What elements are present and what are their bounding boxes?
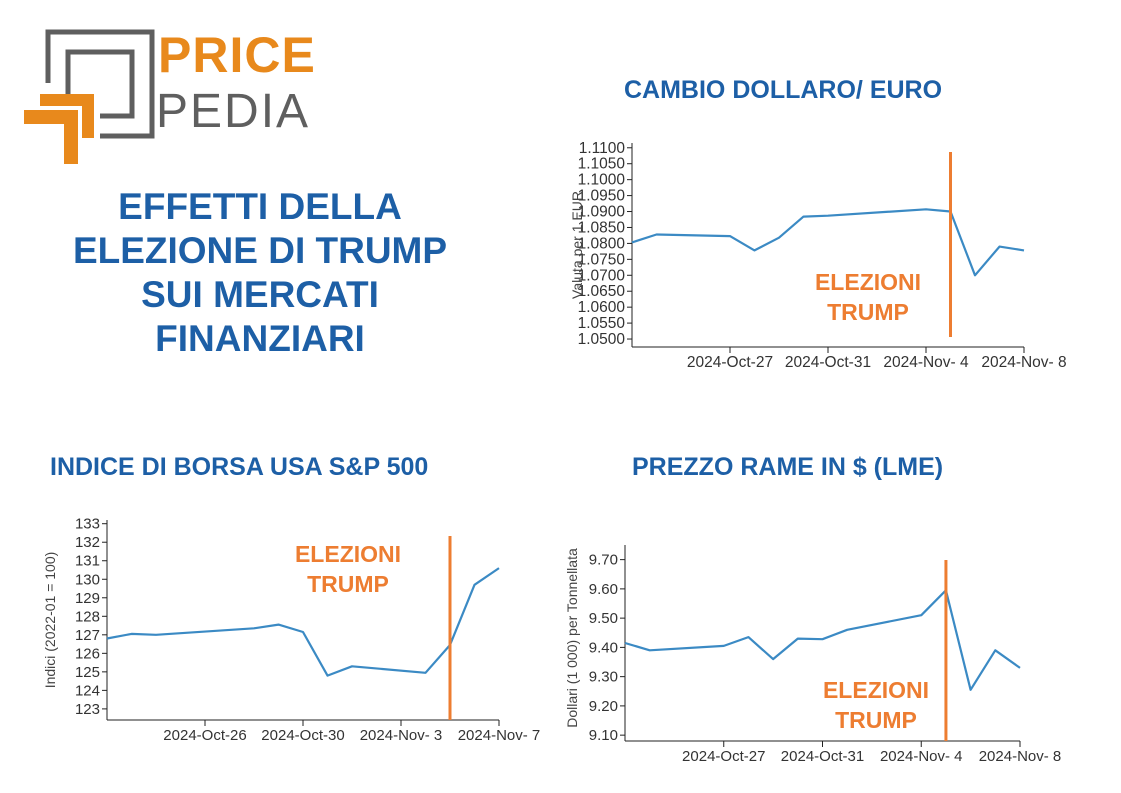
headline-line: SUI MERCATI — [141, 274, 379, 315]
y-tick-label: 9.70 — [589, 552, 618, 569]
y-tick-label: 9.50 — [589, 610, 618, 627]
x-tick-label: 2024-Nov- 7 — [458, 727, 541, 744]
y-tick-label: 123 — [75, 701, 100, 718]
x-tick-label: 2024-Nov- 4 — [883, 354, 969, 371]
y-axis-label: Dollari (1 000) per Tonnellata — [564, 548, 580, 728]
y-tick-label: 127 — [75, 627, 100, 644]
y-tick-label: 9.30 — [589, 669, 618, 686]
y-tick-label: 1.0950 — [578, 188, 626, 205]
y-tick-label: 1.0900 — [578, 204, 626, 221]
x-tick-label: 2024-Oct-27 — [682, 748, 765, 765]
y-tick-label: 130 — [75, 571, 100, 588]
y-tick-label: 126 — [75, 645, 100, 662]
y-tick-label: 9.40 — [589, 639, 618, 656]
y-tick-label: 9.10 — [589, 727, 618, 744]
y-tick-label: 1.0700 — [578, 267, 626, 284]
x-tick-label: 2024-Oct-31 — [785, 354, 871, 371]
y-tick-label: 1.0850 — [578, 219, 626, 236]
x-tick-label: 2024-Oct-30 — [261, 727, 344, 744]
x-tick-label: 2024-Oct-27 — [687, 354, 773, 371]
y-axis-label: Indici (2022-01 = 100) — [42, 552, 58, 689]
y-tick-label: 1.0600 — [578, 299, 626, 316]
election-marker-label: ELEZIONI — [823, 677, 929, 703]
series-line — [631, 208, 1025, 277]
election-marker-label: TRUMP — [307, 571, 389, 597]
y-tick-label: 1.0550 — [578, 315, 626, 332]
y-tick-label: 125 — [75, 664, 100, 681]
x-tick-label: 2024-Nov- 3 — [360, 727, 443, 744]
y-tick-label: 133 — [75, 516, 100, 533]
y-tick-label: 131 — [75, 553, 100, 570]
y-tick-label: 128 — [75, 608, 100, 625]
y-tick-label: 1.1100 — [579, 140, 626, 157]
x-tick-label: 2024-Nov- 4 — [880, 748, 963, 765]
y-tick-label: 124 — [75, 682, 100, 699]
headline-line: ELEZIONE DI TRUMP — [72, 230, 448, 271]
y-tick-label: 1.0750 — [578, 251, 626, 268]
x-tick-label: 2024-Oct-26 — [163, 727, 246, 744]
logo-word-pedia: PEDIA — [156, 85, 311, 138]
series-line — [624, 589, 1021, 691]
headline-line: FINANZIARI — [155, 318, 365, 359]
election-marker-label: TRUMP — [827, 299, 909, 325]
y-tick-label: 1.0800 — [578, 235, 626, 252]
x-tick-label: 2024-Nov- 8 — [981, 354, 1066, 371]
election-marker-label: ELEZIONI — [295, 541, 401, 567]
y-tick-label: 9.60 — [589, 581, 618, 598]
election-marker-label: ELEZIONI — [815, 269, 921, 295]
series-line — [106, 567, 500, 677]
y-tick-label: 1.1000 — [578, 172, 626, 189]
usd-eur-chart-title: CAMBIO DOLLARO/ EURO — [624, 76, 943, 104]
y-tick-label: 129 — [75, 590, 100, 607]
x-tick-label: 2024-Oct-31 — [781, 748, 864, 765]
sp500-chart-title: INDICE DI BORSA USA S&P 500 — [50, 453, 429, 481]
y-tick-label: 1.0500 — [578, 331, 626, 348]
y-tick-label: 1.1050 — [578, 156, 626, 173]
logo-word-price: PRICE — [158, 27, 316, 83]
x-tick-label: 2024-Nov- 8 — [979, 748, 1062, 765]
y-tick-label: 132 — [75, 534, 100, 551]
copper-chart-title: PREZZO RAME IN $ (LME) — [632, 453, 944, 481]
pricepedia-logo — [24, 29, 155, 164]
y-tick-label: 1.0650 — [578, 283, 626, 300]
y-axis-label: Valuta per 1 EUR — [569, 191, 585, 299]
headline-line: EFFETTI DELLA — [118, 186, 402, 227]
headline: EFFETTI DELLA ELEZIONE DI TRUMP SUI MERC… — [40, 185, 480, 361]
election-marker-label: TRUMP — [835, 707, 917, 733]
y-tick-label: 9.20 — [589, 698, 618, 715]
